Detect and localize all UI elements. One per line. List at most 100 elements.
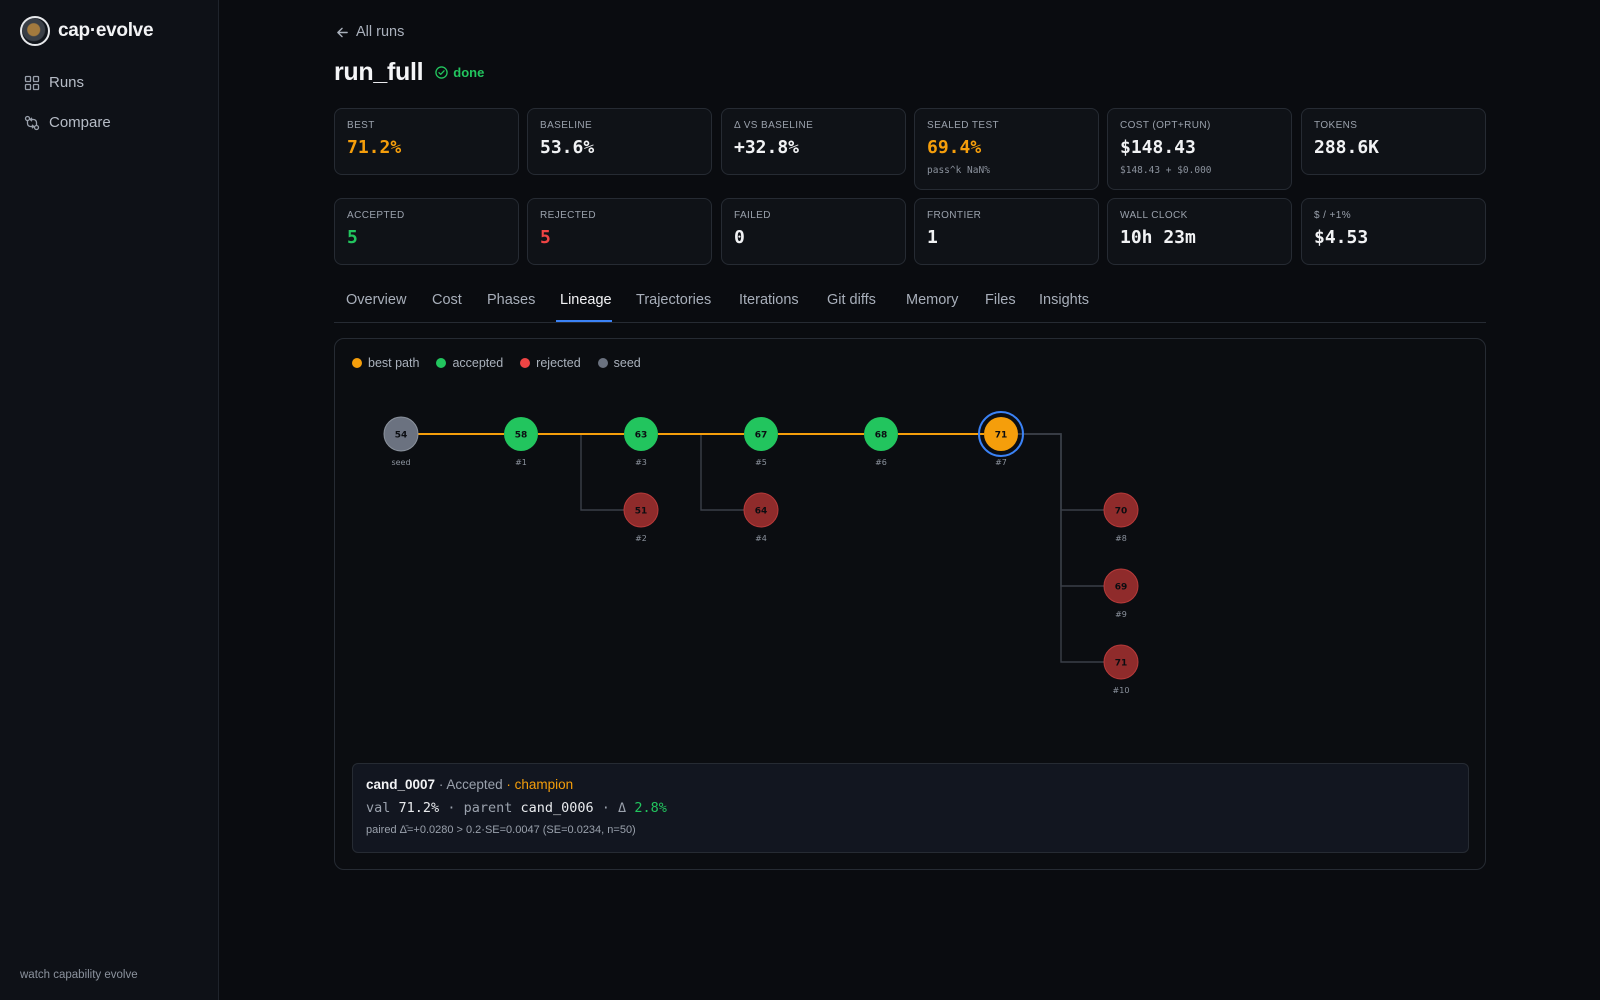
- tab-phases[interactable]: Phases: [487, 292, 536, 308]
- stat-card: REJECTED 5: [527, 198, 712, 265]
- stat-card: COST (OPT+RUN) $148.43 $148.43 + $0.000: [1107, 108, 1292, 190]
- brand-name: cap·evolve: [58, 20, 154, 41]
- lineage-node[interactable]: 70 #8: [1103, 492, 1139, 543]
- stat-label: COST (OPT+RUN): [1120, 120, 1211, 131]
- node-label: seed: [391, 458, 410, 467]
- lineage-node[interactable]: 58 #1: [504, 417, 538, 467]
- delta-label: · Δ: [601, 800, 627, 816]
- legend-item: best path: [352, 356, 419, 370]
- node-value: 68: [875, 431, 888, 441]
- back-link[interactable]: All runs: [336, 24, 404, 40]
- stat-value: 288.6K: [1314, 137, 1380, 158]
- sidebar-item-runs[interactable]: Runs: [24, 74, 84, 91]
- brand[interactable]: cap·evolve: [20, 16, 154, 46]
- node-label: #8: [1115, 534, 1127, 543]
- node-circle: [1103, 492, 1139, 528]
- lineage-edge: [538, 433, 624, 511]
- stat-value: $148.43: [1120, 137, 1196, 158]
- node-label: #4: [755, 534, 767, 543]
- lineage-node[interactable]: 51 #2: [623, 492, 659, 543]
- lineage-node[interactable]: 64 #4: [743, 492, 779, 543]
- stat-label: BASELINE: [540, 120, 593, 131]
- tab-lineage[interactable]: Lineage: [560, 292, 612, 308]
- node-label: #10: [1113, 686, 1130, 695]
- stat-label: ACCEPTED: [347, 210, 405, 221]
- legend-dot: [520, 358, 531, 368]
- node-value: 51: [635, 507, 648, 517]
- stat-card: SEALED TEST 69.4% pass^k NaN%: [914, 108, 1099, 190]
- tab-insights[interactable]: Insights: [1039, 292, 1089, 308]
- node-label: #2: [635, 534, 647, 543]
- tab-cost[interactable]: Cost: [432, 292, 462, 308]
- parent-label: · parent: [447, 800, 513, 816]
- detail-header: cand_0007 · Accepted · champion: [366, 777, 1455, 792]
- val-label: val: [366, 800, 391, 816]
- parent-value: cand_0006: [520, 800, 594, 816]
- stat-card: BASELINE 53.6%: [527, 108, 712, 175]
- sidebar-tagline: watch capability evolve: [20, 969, 138, 981]
- node-circle: [1103, 644, 1139, 680]
- lineage-node[interactable]: 69 #9: [1103, 568, 1139, 619]
- lineage-node[interactable]: 63 #3: [624, 417, 658, 467]
- node-value: 67: [755, 431, 768, 441]
- tab-overview[interactable]: Overview: [346, 292, 407, 308]
- stat-label: SEALED TEST: [927, 120, 1000, 131]
- stat-value: 53.6%: [540, 137, 595, 158]
- legend-dot: [352, 358, 362, 368]
- legend-label: seed: [613, 356, 641, 370]
- node-value: 58: [515, 431, 528, 441]
- tab-trajectories[interactable]: Trajectories: [636, 292, 712, 308]
- stat-label: Δ VS BASELINE: [734, 120, 814, 131]
- node-label: #3: [635, 458, 647, 467]
- detail-note: paired Δ̄=+0.0280 > 0.2·SE=0.0047 (SE=0.…: [366, 824, 636, 836]
- lineage-panel: best path accepted rejected seed 54 seed 58 #1…: [334, 338, 1486, 870]
- title-row: run_full done: [334, 58, 484, 87]
- compare-icon: [24, 115, 40, 130]
- legend-item: rejected: [520, 356, 581, 370]
- tab-bar: Overview Cost Phases Lineage Trajectories Ite…: [334, 282, 1486, 323]
- stat-value: 1: [927, 227, 938, 248]
- lineage-node[interactable]: 67 #5: [744, 417, 778, 467]
- stat-value: 5: [347, 227, 358, 248]
- lineage-node[interactable]: 68 #6: [864, 417, 898, 467]
- legend-label: accepted: [452, 356, 504, 370]
- val-value: 71.2%: [398, 800, 440, 816]
- tab-memory[interactable]: Memory: [906, 292, 959, 308]
- tab-files[interactable]: Files: [985, 292, 1016, 308]
- delta-value: 2.8%: [634, 800, 667, 816]
- tab-git-diffs[interactable]: Git diffs: [827, 292, 876, 308]
- page-title: run_full: [334, 58, 424, 86]
- stat-value: 69.4%: [927, 137, 982, 158]
- stat-value: $4.53: [1314, 227, 1369, 248]
- legend-label: rejected: [536, 356, 581, 370]
- sidebar-item-label: Compare: [49, 114, 111, 131]
- stat-label: BEST: [347, 120, 375, 131]
- node-value: 71: [1115, 659, 1128, 669]
- node-circle: [383, 416, 419, 452]
- stat-card: $ / +1% $4.53: [1301, 198, 1486, 265]
- node-label: #7: [995, 458, 1007, 467]
- stat-card: FRONTIER 1: [914, 198, 1099, 265]
- node-circle: [744, 417, 778, 451]
- stat-label: FAILED: [734, 210, 771, 221]
- sidebar: cap·evolve Runs Compare watch capability…: [0, 0, 219, 1000]
- lineage-node[interactable]: 71 #7: [978, 411, 1024, 467]
- stat-sub: $148.43 + $0.000: [1120, 165, 1212, 176]
- grid-icon: [24, 75, 40, 90]
- node-circle: [743, 492, 779, 528]
- sidebar-item-compare[interactable]: Compare: [24, 114, 111, 131]
- lineage-node[interactable]: 71 #10: [1103, 644, 1139, 695]
- stat-label: REJECTED: [540, 210, 596, 221]
- tab-iterations[interactable]: Iterations: [739, 292, 799, 308]
- stat-label: TOKENS: [1314, 120, 1358, 131]
- lineage-node[interactable]: 54 seed: [383, 416, 419, 467]
- stat-card: ACCEPTED 5: [334, 198, 519, 265]
- stat-card: FAILED 0: [721, 198, 906, 265]
- stat-label: WALL CLOCK: [1120, 210, 1188, 221]
- node-label: #1: [515, 458, 527, 467]
- node-label: #6: [875, 458, 887, 467]
- stat-value: 71.2%: [347, 137, 402, 158]
- stat-card: TOKENS 288.6K: [1301, 108, 1486, 175]
- champion-badge: · champion: [506, 777, 574, 792]
- node-circle: [623, 492, 659, 528]
